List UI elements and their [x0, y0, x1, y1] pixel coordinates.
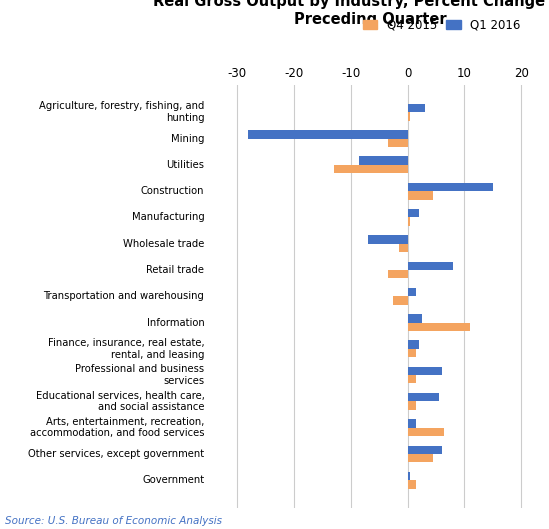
Bar	[388, 139, 407, 147]
Bar	[407, 323, 470, 331]
Bar	[407, 375, 416, 384]
Bar	[407, 340, 419, 349]
Bar	[393, 296, 407, 305]
Bar	[407, 191, 433, 199]
Bar	[407, 402, 416, 410]
Bar	[407, 112, 410, 121]
Bar	[407, 209, 419, 217]
Bar	[399, 244, 407, 252]
Text: Source: U.S. Bureau of Economic Analysis: Source: U.S. Bureau of Economic Analysis	[5, 516, 222, 526]
Bar	[407, 419, 416, 427]
Bar	[407, 480, 416, 489]
Bar	[407, 393, 439, 402]
Bar	[407, 367, 441, 375]
Bar	[407, 288, 416, 296]
Bar	[407, 445, 441, 454]
Bar	[407, 349, 416, 357]
Bar	[407, 454, 433, 462]
Bar	[407, 183, 493, 191]
Bar	[407, 217, 410, 226]
Bar	[248, 130, 407, 139]
Bar	[407, 104, 424, 112]
Bar	[407, 427, 445, 436]
Bar	[368, 235, 407, 244]
Bar	[359, 157, 407, 165]
Bar	[407, 472, 410, 480]
Bar	[407, 261, 453, 270]
Bar	[407, 314, 422, 323]
Bar	[388, 270, 407, 278]
Title: Real Gross Output by Industry, Percent Change from
Preceding Quarter: Real Gross Output by Industry, Percent C…	[153, 0, 549, 26]
Legend: Q4 2015, Q1 2016: Q4 2015, Q1 2016	[363, 19, 520, 32]
Bar	[334, 165, 407, 174]
